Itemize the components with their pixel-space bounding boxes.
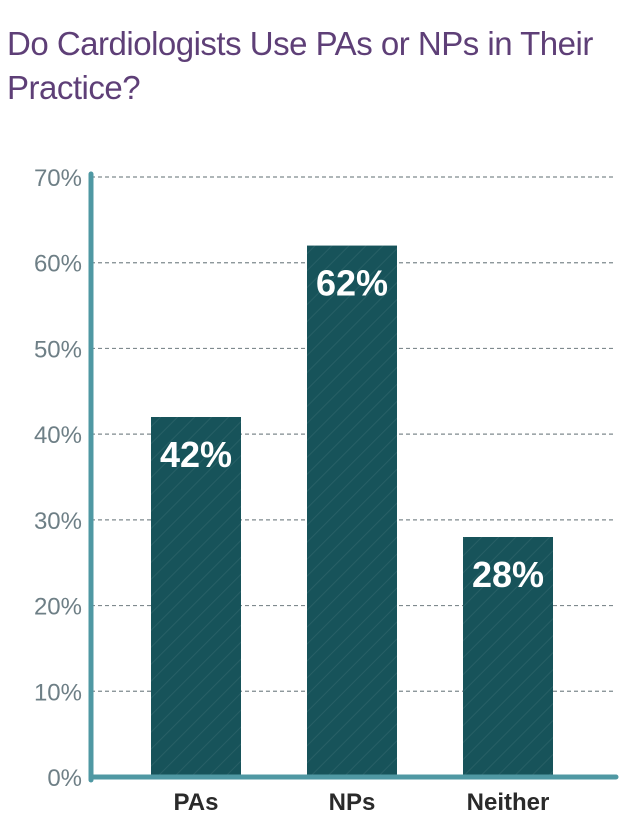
bar-texture: [151, 417, 241, 777]
axes: [88, 171, 619, 783]
chart-title: Do Cardiologists Use PAs or NPs in Their…: [7, 25, 593, 106]
bar-texture: [463, 537, 553, 777]
x-category-label: NPs: [329, 789, 376, 816]
bar-texture: [307, 245, 397, 778]
data-label: 42%: [160, 434, 232, 475]
y-tick-label: 60%: [34, 251, 82, 278]
bars: 42% 62% 28%: [151, 245, 553, 778]
data-label: 62%: [316, 263, 388, 304]
y-tick-label: 0%: [47, 765, 82, 792]
y-tick-label: 30%: [34, 508, 82, 535]
data-label: 28%: [472, 554, 544, 595]
x-category-label: Neither: [467, 789, 550, 816]
y-axis-ticks: 0% 10% 20% 30% 40% 50% 60% 70%: [34, 165, 82, 792]
y-tick-label: 70%: [34, 165, 82, 192]
y-tick-label: 50%: [34, 336, 82, 363]
y-tick-label: 40%: [34, 422, 82, 449]
y-tick-label: 20%: [34, 594, 82, 621]
x-axis-categories: PAs NPs Neither: [174, 789, 550, 816]
y-tick-label: 10%: [34, 679, 82, 706]
x-category-label: PAs: [174, 789, 219, 816]
